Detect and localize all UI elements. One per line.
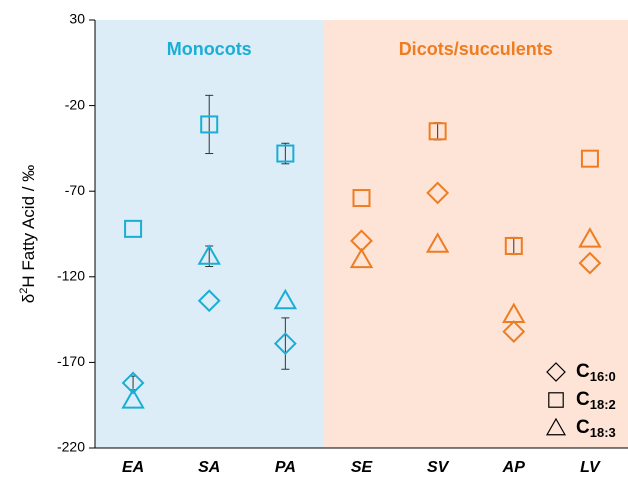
y-axis-label: δ2H Fatty Acid / ‰ — [18, 165, 39, 303]
marker-triangle — [197, 244, 221, 265]
legend-subscript: 16:0 — [590, 369, 616, 384]
marker-square — [548, 392, 564, 408]
group-region — [323, 20, 628, 448]
legend-name: C — [576, 389, 590, 410]
y-tick-label: -70 — [65, 182, 85, 198]
y-tick-label: -120 — [57, 268, 85, 284]
y-label-part: H Fatty Acid / ‰ — [19, 165, 38, 288]
marker-diamond — [502, 320, 526, 343]
group-region — [95, 20, 324, 448]
marker-square — [580, 149, 599, 168]
y-tick-label: 30 — [69, 11, 85, 27]
legend-subscript: 18:2 — [590, 397, 616, 412]
error-bar — [281, 142, 290, 165]
x-tick-label: AP — [502, 459, 526, 476]
legend-label: C16:0 — [576, 361, 616, 384]
legend-label: C18:2 — [576, 389, 616, 412]
marker-square — [352, 189, 371, 208]
legend-name: C — [576, 417, 590, 438]
y-tick-label: -220 — [57, 439, 85, 455]
x-tick-label: PA — [275, 459, 296, 476]
x-tick-label: SV — [427, 459, 450, 476]
legend-name: C — [576, 361, 590, 382]
group-label: Monocots — [167, 39, 252, 59]
x-tick-label: SE — [351, 459, 374, 476]
error-bar — [205, 94, 214, 155]
marker-square — [504, 236, 523, 255]
marker-square — [200, 115, 219, 134]
marker-square — [428, 122, 447, 141]
legend-subscript: 18:3 — [590, 425, 616, 440]
marker-diamond — [197, 289, 221, 313]
marker-diamond — [578, 251, 602, 275]
error-bar — [281, 317, 290, 370]
marker-triangle — [425, 232, 450, 253]
marker-diamond — [273, 332, 297, 355]
y-label-sup: 2 — [18, 288, 30, 294]
marker-triangle — [578, 227, 602, 248]
legend-label: C18:3 — [576, 417, 616, 440]
y-tick-label: -170 — [57, 353, 85, 369]
group-label: Dicots/succulents — [399, 39, 553, 59]
marker-triangle — [273, 288, 298, 310]
y-label-part: δ — [19, 294, 38, 303]
marker-diamond — [546, 362, 566, 382]
x-tick-label: SA — [198, 459, 220, 476]
y-tick-label: -20 — [65, 96, 85, 112]
marker-diamond — [121, 371, 145, 395]
marker-triangle — [545, 417, 567, 436]
marker-triangle — [349, 247, 374, 269]
marker-diamond — [426, 181, 450, 205]
marker-square — [276, 144, 295, 163]
x-tick-label: LV — [580, 459, 601, 476]
marker-triangle — [502, 302, 526, 323]
x-tick-label: EA — [122, 459, 144, 476]
marker-square — [124, 219, 143, 238]
marker-triangle — [121, 388, 145, 409]
